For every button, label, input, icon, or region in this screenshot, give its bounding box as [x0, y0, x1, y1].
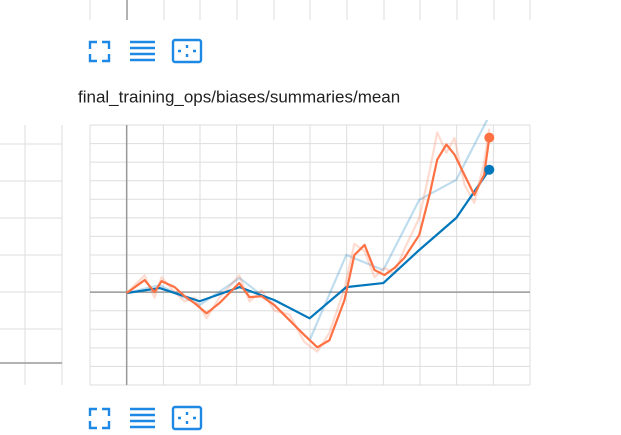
toggle-log-button[interactable] [130, 407, 155, 429]
series-end-marker [484, 164, 495, 175]
left-fragment [0, 125, 63, 385]
series-line [125, 128, 491, 353]
top-fragment [89, 0, 531, 20]
toolbar-bottom [88, 405, 203, 431]
fit-domain-button[interactable] [171, 38, 203, 64]
plot-area [125, 120, 491, 353]
fullscreen-button[interactable] [88, 40, 111, 63]
fit-domain-button[interactable] [171, 405, 203, 431]
series-end-marker [484, 132, 495, 143]
series-line [126, 137, 491, 349]
chart-title: final_training_ops/biases/summaries/mean [78, 87, 400, 106]
toggle-log-button[interactable] [130, 40, 155, 62]
fullscreen-button[interactable] [88, 407, 111, 430]
toolbar-top [88, 38, 203, 64]
